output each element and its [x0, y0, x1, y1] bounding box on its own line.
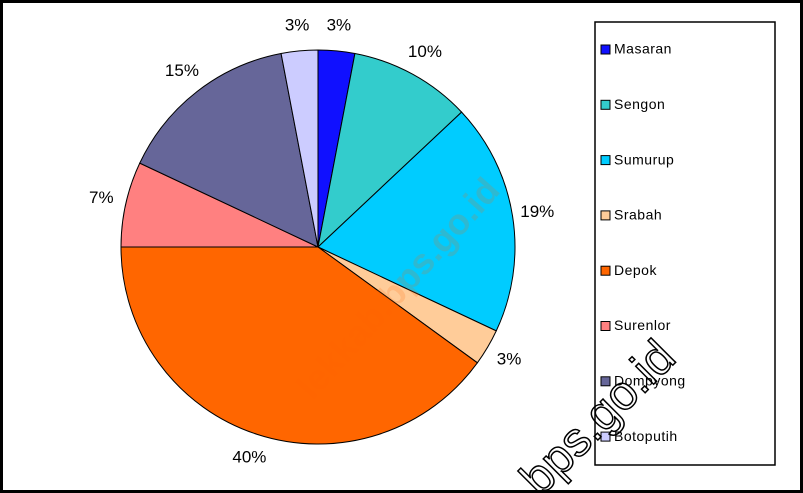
legend: Masaran Sengon Sumurup Srabah Depok Surenlor D…	[600, 41, 686, 444]
data-label: 3%	[497, 349, 522, 368]
legend-label: Srabah	[614, 207, 662, 223]
legend-swatch	[600, 155, 611, 166]
legend-swatch	[600, 431, 611, 442]
legend-label: Sumurup	[614, 151, 674, 167]
legend-label: Surenlor	[614, 317, 671, 333]
data-label: 40%	[232, 448, 266, 467]
pie-slice	[317, 111, 516, 332]
legend-label: Botoputih	[614, 428, 678, 444]
legend-swatch	[600, 99, 611, 110]
pie: 3% 10% 19% 3% 40% 7% 15% 3%	[89, 15, 554, 466]
legend-swatch	[600, 210, 611, 221]
legend-label: Masaran	[614, 41, 672, 57]
data-label: 7%	[89, 188, 114, 207]
legend-label: Depok	[614, 262, 657, 278]
data-label: 3%	[285, 15, 310, 34]
legend-label: Sengon	[614, 96, 665, 112]
legend-box	[594, 21, 776, 466]
pie-slice	[280, 49, 319, 248]
pie-slice	[120, 246, 479, 445]
data-label: 3%	[327, 15, 352, 34]
legend-swatch	[600, 376, 611, 387]
legend-swatch	[600, 265, 611, 276]
data-label: 15%	[165, 61, 199, 80]
pie-slice	[317, 52, 463, 249]
legend-swatch	[600, 44, 611, 55]
data-label: 10%	[408, 42, 442, 61]
legend-swatch	[600, 321, 611, 331]
data-label: 19%	[520, 202, 554, 221]
legend-label: Dompyong	[614, 373, 686, 389]
pie-slice	[139, 52, 319, 248]
